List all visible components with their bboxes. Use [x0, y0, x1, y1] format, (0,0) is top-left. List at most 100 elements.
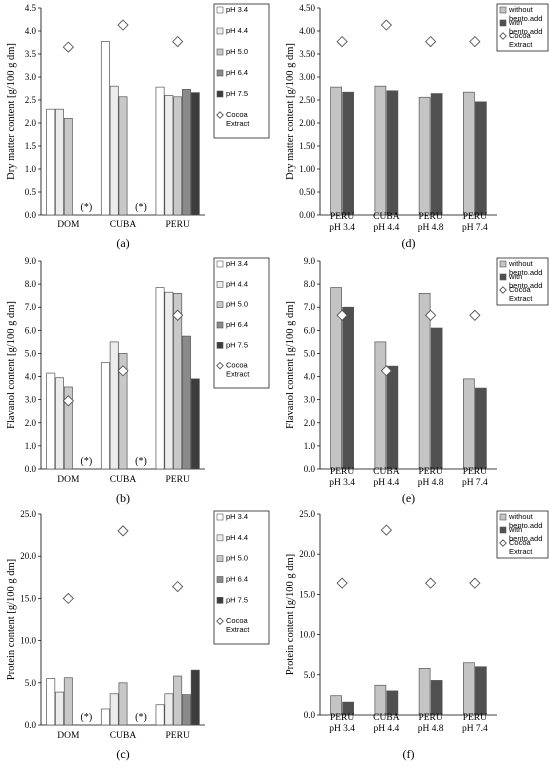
legend-swatch [216, 534, 224, 542]
legend-label-line1: without [508, 512, 534, 521]
category-label-line2: pH 7.4 [462, 724, 488, 734]
legend-swatch [216, 576, 224, 583]
legend-swatch [216, 69, 224, 77]
not-measured-note: (*) [135, 456, 147, 467]
y-tick-label: 0.0 [304, 464, 316, 474]
legend: withoutbento.addwithbento.addCocoaExtrac… [496, 257, 549, 306]
bar-ph-4-4 [109, 341, 119, 470]
y-tick-label: 3.0 [25, 395, 37, 405]
cocoa-extract-marker [424, 577, 437, 589]
category-label-line2: pH 4.4 [373, 223, 399, 233]
y-tick-label: 0.50 [299, 187, 315, 197]
y-tick-label: 25.0 [299, 509, 315, 519]
chart-d: 0.00 0.50 1.00 1.50 2.00 2.50 3.00 3.50 4.00 4.50… [285, 3, 549, 250]
bar-without-bento-add [463, 91, 475, 216]
bar-ph-5-0 [173, 293, 183, 470]
y-axis-label: Protein content [g/100 g dm] [285, 554, 296, 675]
legend-label-line2: Extract [226, 370, 250, 379]
legend-swatch [216, 48, 224, 56]
chart-e: 0.0 1.0 2.0 3.0 4.0 5.0 6.0 7.0 8.0 9.0 Flavanol c… [285, 256, 549, 505]
cocoa-extract-marker [469, 309, 481, 321]
not-measured-note: (*) [80, 202, 92, 213]
y-tick-label: 0.0 [25, 464, 37, 474]
y-tick-label: 10.0 [299, 630, 315, 640]
bar-ph-4-4 [164, 95, 174, 216]
bar-ph-3-4 [46, 678, 56, 726]
category-label: DOM [57, 220, 80, 230]
y-tick-label: 9.0 [304, 256, 316, 266]
legend-label-line2: bento.add [509, 27, 542, 36]
y-tick-label: 4.0 [304, 372, 316, 382]
cocoa-extract-marker [380, 524, 393, 536]
cocoa-extract-marker [117, 365, 129, 377]
y-tick-label: 3.50 [299, 49, 315, 59]
y-tick-label: 1.0 [25, 164, 37, 174]
y-tick-label: 4.0 [25, 372, 37, 382]
bar-without-bento-add [374, 684, 387, 716]
legend-swatch [499, 260, 507, 268]
legend-label: pH 4.4 [226, 26, 248, 35]
bar-ph-6-4 [182, 89, 191, 216]
legend-swatch [216, 90, 224, 98]
y-tick-label: 1.00 [299, 164, 315, 174]
legend-label: pH 6.4 [226, 68, 248, 77]
bar-ph-4-4 [164, 693, 174, 726]
bar-ph-5-0 [173, 96, 183, 216]
bar-ph-4-4 [109, 85, 119, 216]
cocoa-extract-marker [172, 309, 184, 321]
bar-ph-4-4 [55, 691, 64, 726]
category-label-line2: pH 4.8 [418, 724, 444, 734]
panel-label: (f) [403, 747, 415, 761]
bar-with-bento-add [475, 387, 487, 470]
bar-ph-5-0 [63, 677, 73, 726]
legend-swatch [216, 513, 224, 521]
y-tick-label: 8.0 [304, 279, 316, 289]
y-tick-label: 20.0 [20, 551, 36, 561]
y-tick-label: 3.5 [25, 49, 37, 59]
bar-without-bento-add [374, 85, 387, 216]
category-label: CUBA [110, 731, 137, 741]
category-label: CUBA [110, 475, 137, 485]
legend-label-line2: bento.add [509, 521, 542, 530]
category-label: DOM [57, 475, 80, 485]
category-label-line2: pH 3.4 [329, 724, 355, 734]
legend-swatch [216, 6, 224, 14]
y-tick-label: 5.0 [304, 670, 316, 680]
legend-label-line2: bento.add [509, 14, 542, 23]
bar-ph-4-4 [109, 693, 119, 726]
legend-label-line1: with [508, 272, 522, 281]
legend-label-line1: Cocoa [509, 538, 532, 547]
category-label-line1: PERU [463, 212, 487, 222]
legend: pH 3.4 pH 4.4 pH 5.0 pH 6.4 pH 7.5 CocoaExtra… [213, 3, 270, 139]
legend-label-line2: Extract [509, 294, 533, 303]
y-tick-label: 5.0 [25, 678, 37, 688]
panel-label: (b) [116, 491, 130, 505]
y-tick-label: 3.0 [25, 72, 37, 82]
y-tick-label: 5.0 [304, 348, 316, 358]
legend-label: pH 3.4 [226, 512, 248, 521]
chart-f: 0.0 5.0 10.0 15.0 20.0 25.0 Protein content [g… [285, 509, 549, 761]
legend-label: pH 6.4 [226, 575, 248, 584]
category-label-line2: pH 4.8 [418, 478, 444, 488]
y-tick-label: 4.0 [25, 26, 37, 36]
cocoa-extract-marker [172, 580, 184, 593]
y-tick-label: 0.5 [25, 187, 37, 197]
cocoa-extract-marker [380, 365, 393, 377]
y-axis-label: Dry matter content [g/100 g dm] [6, 43, 17, 180]
legend-label: pH 5.0 [226, 554, 248, 563]
y-tick-label: 10.0 [20, 636, 36, 646]
bar-ph-4-4 [55, 377, 64, 470]
y-tick-label: 15.0 [20, 593, 36, 603]
cocoa-extract-marker [336, 35, 348, 48]
y-tick-label: 6.0 [304, 325, 316, 335]
bar-ph-4-4 [164, 291, 174, 470]
y-tick-label: 4.00 [299, 26, 315, 36]
bar-ph-6-4 [182, 694, 191, 726]
y-tick-label: 4.5 [25, 3, 37, 13]
category-label-line2: pH 4.4 [373, 478, 399, 488]
y-axis-label: Dry matter content [g/100 g dm] [285, 43, 296, 180]
legend-label-line2: Extract [509, 40, 533, 49]
legend-swatch [216, 321, 224, 329]
y-axis-label: Flavanol content [g/100 g dm] [285, 301, 296, 429]
